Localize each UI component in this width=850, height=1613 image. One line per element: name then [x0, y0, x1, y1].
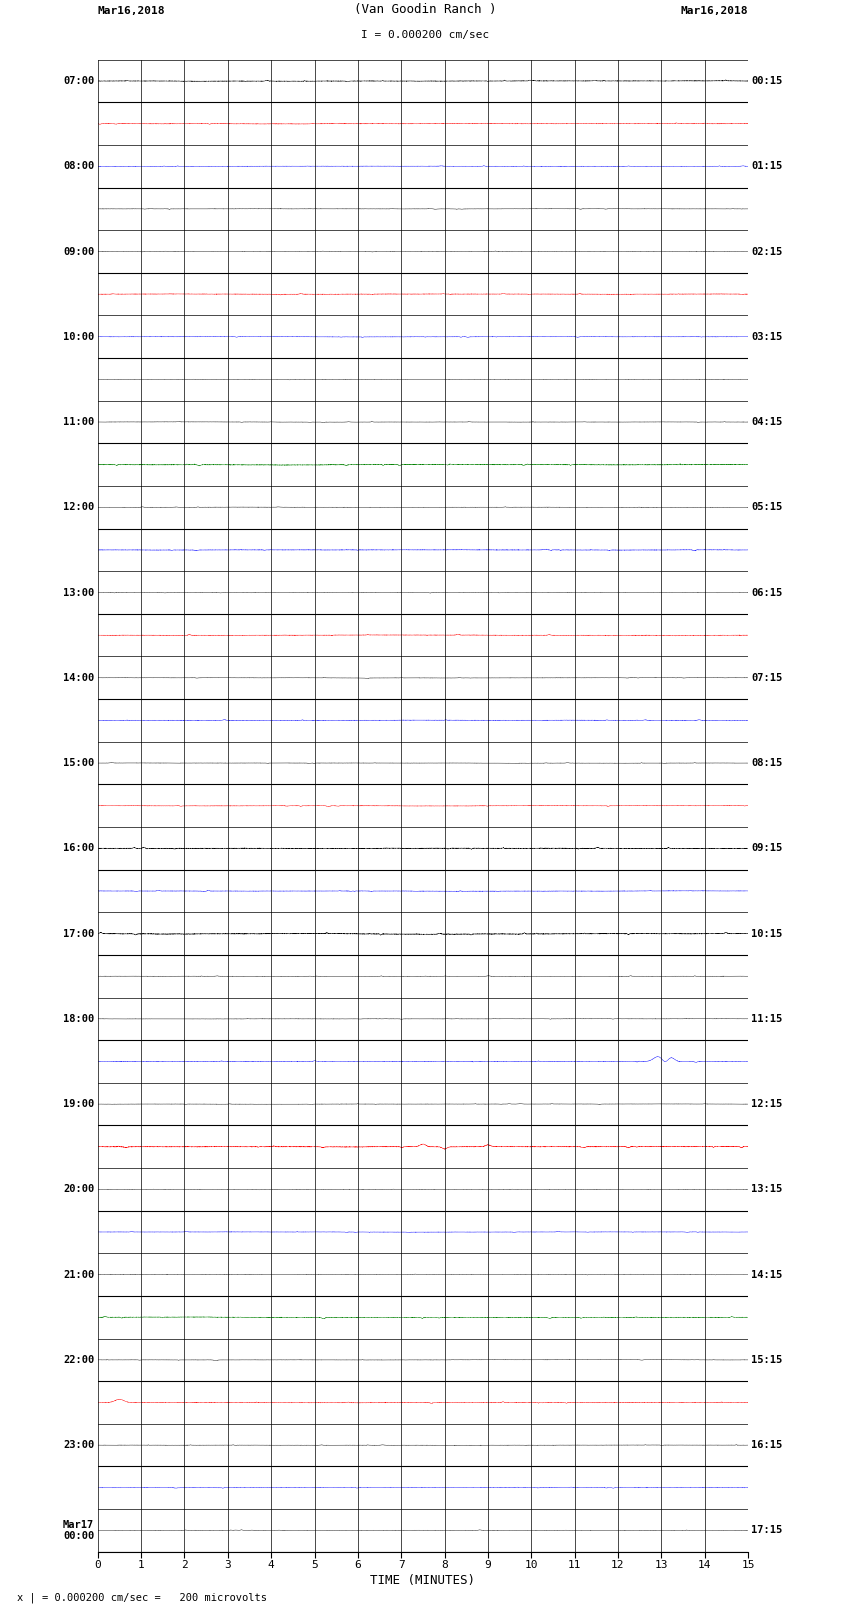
Text: 08:15: 08:15: [751, 758, 783, 768]
Text: I = 0.000200 cm/sec: I = 0.000200 cm/sec: [361, 31, 489, 40]
Text: 17:00: 17:00: [63, 929, 94, 939]
Text: 12:00: 12:00: [63, 502, 94, 513]
Text: 19:00: 19:00: [63, 1098, 94, 1110]
Text: 02:15: 02:15: [751, 247, 783, 256]
Text: 12:15: 12:15: [751, 1098, 783, 1110]
Text: 10:15: 10:15: [751, 929, 783, 939]
Text: 09:00: 09:00: [63, 247, 94, 256]
Text: 10:00: 10:00: [63, 332, 94, 342]
Text: Mar16,2018: Mar16,2018: [681, 6, 748, 16]
Text: 11:15: 11:15: [751, 1015, 783, 1024]
X-axis label: TIME (MINUTES): TIME (MINUTES): [371, 1574, 475, 1587]
Text: 09:15: 09:15: [751, 844, 783, 853]
Text: 07:00: 07:00: [63, 76, 94, 85]
Text: 00:15: 00:15: [751, 76, 783, 85]
Text: Mar17
00:00: Mar17 00:00: [63, 1519, 94, 1540]
Text: 14:00: 14:00: [63, 673, 94, 682]
Text: 23:00: 23:00: [63, 1440, 94, 1450]
Text: 21:00: 21:00: [63, 1269, 94, 1279]
Text: 14:15: 14:15: [751, 1269, 783, 1279]
Text: 16:15: 16:15: [751, 1440, 783, 1450]
Text: x | = 0.000200 cm/sec =   200 microvolts: x | = 0.000200 cm/sec = 200 microvolts: [17, 1592, 267, 1603]
Text: 22:00: 22:00: [63, 1355, 94, 1365]
Text: 16:00: 16:00: [63, 844, 94, 853]
Text: 06:15: 06:15: [751, 587, 783, 597]
Text: 08:00: 08:00: [63, 161, 94, 171]
Text: 18:00: 18:00: [63, 1015, 94, 1024]
Text: (Van Goodin Ranch ): (Van Goodin Ranch ): [354, 3, 496, 16]
Text: 15:00: 15:00: [63, 758, 94, 768]
Text: Mar16,2018: Mar16,2018: [98, 6, 165, 16]
Text: 17:15: 17:15: [751, 1526, 783, 1536]
Text: 20:00: 20:00: [63, 1184, 94, 1194]
Text: 13:15: 13:15: [751, 1184, 783, 1194]
Text: 04:15: 04:15: [751, 418, 783, 427]
Text: 05:15: 05:15: [751, 502, 783, 513]
Text: 13:00: 13:00: [63, 587, 94, 597]
Text: 07:15: 07:15: [751, 673, 783, 682]
Text: 01:15: 01:15: [751, 161, 783, 171]
Text: 11:00: 11:00: [63, 418, 94, 427]
Text: 03:15: 03:15: [751, 332, 783, 342]
Text: 15:15: 15:15: [751, 1355, 783, 1365]
